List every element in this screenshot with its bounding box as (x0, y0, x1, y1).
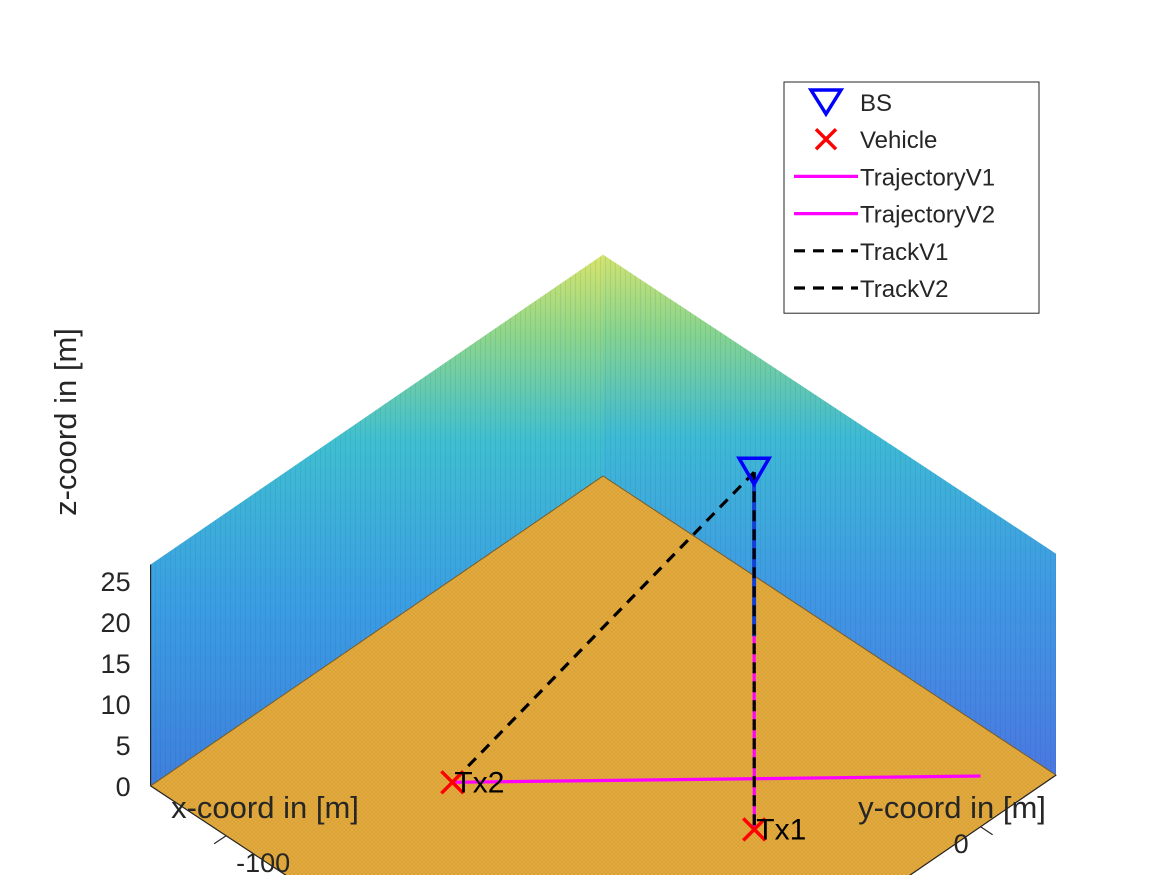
legend-x-stroke (814, 127, 838, 151)
z-tick-label: 5 (116, 731, 131, 761)
track-line (451, 471, 756, 784)
ground-surface (149, 475, 1057, 875)
right-wall-mesh (603, 254, 1056, 776)
vehicle-x-stroke (742, 817, 767, 842)
x-tick-mark (980, 826, 993, 836)
vehicle-marker (440, 770, 465, 795)
legend-entry-label: TrajectoryV1 (860, 164, 995, 191)
y-tick-label: -100 (236, 848, 290, 875)
y-axis-label: y-coord in [m] (858, 790, 1046, 825)
legend-swatch (814, 127, 838, 151)
x-tick-label: 0 (954, 829, 969, 859)
background-walls (150, 254, 1056, 786)
data-marks: Tx1 Tx2 (440, 456, 981, 846)
x-axis-label: x-coord in [m] (171, 790, 359, 825)
legend-swatch (807, 88, 845, 118)
legend-entry-label: BS (860, 90, 892, 117)
z-tick-label: 15 (101, 649, 131, 679)
z-tick-label: 20 (101, 608, 131, 638)
vehicle-label: Tx1 (756, 813, 806, 846)
z-axis-label: z-coord in [m] (48, 328, 83, 516)
y-tick-mark (213, 835, 227, 845)
trajectory-line (452, 774, 981, 784)
z-tick-label: 0 (116, 772, 131, 802)
z-tick-label: 10 (101, 690, 131, 720)
legend-box (783, 81, 1040, 314)
legend-entry-label: TrackV2 (860, 276, 948, 303)
vehicle-x-stroke (440, 770, 465, 795)
legend-entry-label: TrajectoryV2 (860, 202, 995, 229)
legend: BS Vehicle TrajectoryV1 TrajectoryV2 TrackV1… (783, 81, 1040, 314)
z-tick-label: 25 (101, 567, 131, 597)
vehicle-marker (742, 817, 767, 842)
vehicle-label: Tx2 (454, 766, 504, 799)
legend-entry-label: TrackV1 (860, 239, 948, 266)
ground-plane (149, 475, 1057, 875)
legend-entry-label: Vehicle (860, 127, 937, 154)
bs-marker (736, 456, 773, 488)
axes-group: 0100200-10001000510152025 (101, 564, 1057, 875)
left-wall-mesh (150, 254, 603, 786)
